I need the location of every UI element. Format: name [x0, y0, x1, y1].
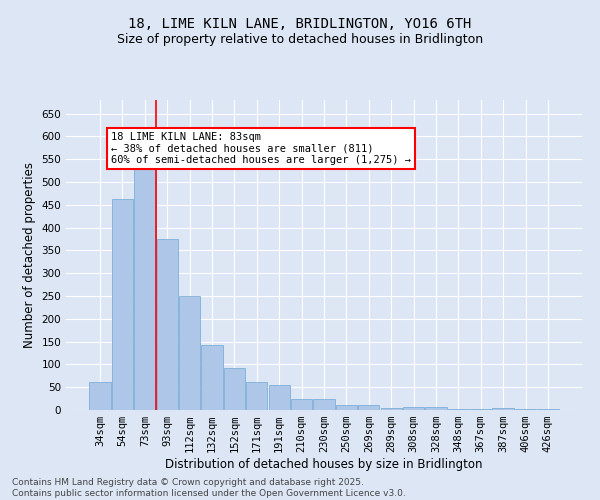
Bar — [425, 407, 446, 410]
Bar — [537, 409, 559, 410]
Bar — [515, 409, 536, 410]
Bar — [246, 382, 268, 410]
Bar — [202, 346, 223, 410]
Bar — [403, 407, 424, 410]
Text: 18, LIME KILN LANE, BRIDLINGTON, YO16 6TH: 18, LIME KILN LANE, BRIDLINGTON, YO16 6T… — [128, 18, 472, 32]
Bar — [380, 408, 402, 410]
Bar — [291, 398, 312, 410]
Text: 18 LIME KILN LANE: 83sqm
← 38% of detached houses are smaller (811)
60% of semi-: 18 LIME KILN LANE: 83sqm ← 38% of detach… — [111, 132, 411, 165]
Bar — [269, 385, 290, 410]
X-axis label: Distribution of detached houses by size in Bridlington: Distribution of detached houses by size … — [165, 458, 483, 471]
Bar — [493, 408, 514, 410]
Bar — [89, 382, 111, 410]
Bar — [112, 200, 133, 410]
Bar — [224, 368, 245, 410]
Bar — [358, 406, 379, 410]
Bar — [470, 409, 491, 410]
Text: Size of property relative to detached houses in Bridlington: Size of property relative to detached ho… — [117, 32, 483, 46]
Text: Contains HM Land Registry data © Crown copyright and database right 2025.
Contai: Contains HM Land Registry data © Crown c… — [12, 478, 406, 498]
Bar — [179, 296, 200, 410]
Bar — [336, 406, 357, 410]
Bar — [448, 408, 469, 410]
Bar — [134, 167, 155, 410]
Bar — [313, 398, 335, 410]
Y-axis label: Number of detached properties: Number of detached properties — [23, 162, 36, 348]
Bar — [157, 239, 178, 410]
